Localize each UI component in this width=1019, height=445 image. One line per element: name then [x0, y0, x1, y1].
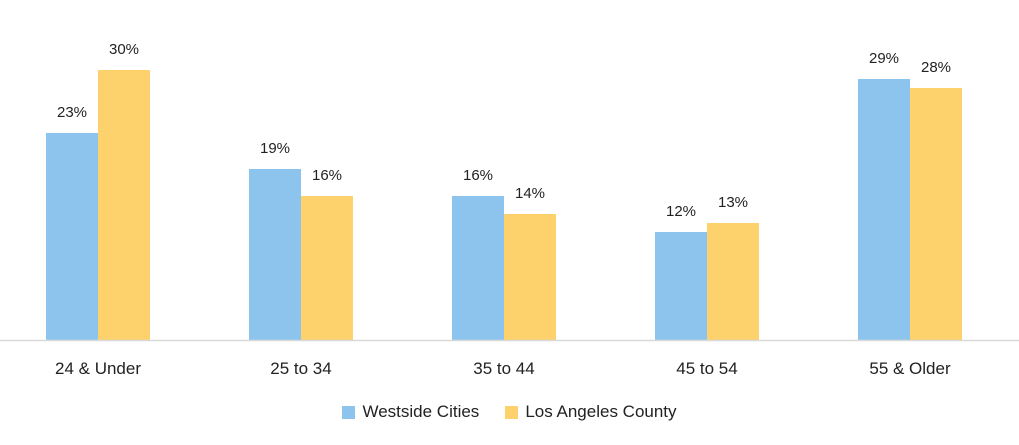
- bar-los-angeles-county-55-older: [910, 88, 962, 340]
- value-label-westside-cities-35-to-44: 16%: [463, 167, 493, 184]
- value-label-westside-cities-24-under: 23%: [57, 104, 87, 121]
- category-label-35-to-44: 35 to 44: [473, 359, 534, 378]
- bar-los-angeles-county-25-to-34: [301, 196, 353, 340]
- legend-swatch-la-county: [505, 405, 519, 419]
- bars-group: [46, 70, 962, 340]
- legend-swatch-westside: [342, 405, 356, 419]
- bar-westside-cities-24-under: [46, 133, 98, 340]
- value-label-los-angeles-county-24-under: 30%: [109, 41, 139, 58]
- value-label-los-angeles-county-55-older: 28%: [921, 59, 951, 76]
- legend-item-westside: Westside Cities: [342, 402, 479, 422]
- category-label-55-older: 55 & Older: [869, 359, 951, 378]
- value-labels-group: 23% 30% 19% 16% 16% 14% 12% 13% 29% 28%: [57, 41, 951, 220]
- category-label-45-to-54: 45 to 54: [676, 359, 737, 378]
- bar-westside-cities-55-older: [858, 79, 910, 340]
- bar-westside-cities-45-to-54: [655, 232, 707, 340]
- value-label-los-angeles-county-25-to-34: 16%: [312, 167, 342, 184]
- value-label-westside-cities-55-older: 29%: [869, 50, 899, 67]
- category-labels-group: 24 & Under 25 to 34 35 to 44 45 to 54 55 & O…: [55, 359, 951, 378]
- value-label-westside-cities-45-to-54: 12%: [666, 203, 696, 220]
- category-label-25-to-34: 25 to 34: [270, 359, 331, 378]
- value-label-los-angeles-county-35-to-44: 14%: [515, 185, 545, 202]
- legend-label-westside: Westside Cities: [362, 402, 480, 421]
- bar-westside-cities-25-to-34: [249, 169, 301, 340]
- bar-los-angeles-county-24-under: [98, 70, 150, 340]
- category-label-24-under: 24 & Under: [55, 359, 141, 378]
- bar-los-angeles-county-45-to-54: [707, 223, 759, 340]
- legend: Westside Cities Los Angeles County: [0, 402, 1019, 422]
- bar-los-angeles-county-35-to-44: [504, 214, 556, 340]
- legend-label-la-county: Los Angeles County: [525, 402, 677, 421]
- value-label-los-angeles-county-45-to-54: 13%: [718, 194, 748, 211]
- legend-item-la-county: Los Angeles County: [505, 402, 677, 422]
- bar-westside-cities-35-to-44: [452, 196, 504, 340]
- value-label-westside-cities-25-to-34: 19%: [260, 140, 290, 157]
